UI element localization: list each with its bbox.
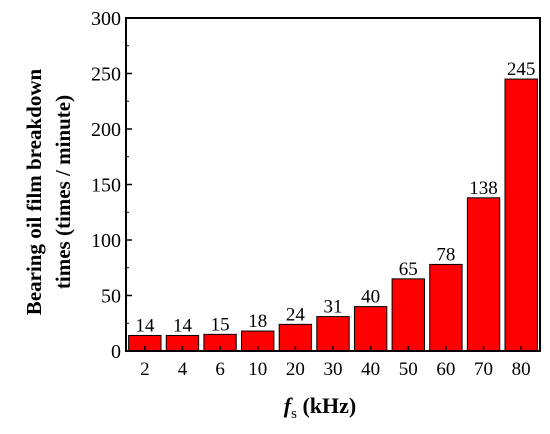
x-tick-label-80: 80 <box>512 359 531 380</box>
y-axis-label-line2: times (times / minute) <box>51 95 75 289</box>
x-axis-label-unit: (kHz) <box>297 393 356 418</box>
x-tick-label-10: 10 <box>248 359 267 380</box>
data-label-2: 14 <box>135 315 155 336</box>
x-axis-label: fs (kHz) <box>284 393 356 422</box>
bar-80 <box>504 78 538 352</box>
y-ticks-group: 0 50 100 150 200 250 300 <box>91 8 132 363</box>
x-tick-label-70: 70 <box>474 359 493 380</box>
x-tick-label-50: 50 <box>399 359 418 380</box>
data-label-60: 78 <box>436 244 455 265</box>
x-tick-label-6: 6 <box>215 359 225 380</box>
x-axis-label-subscript: s <box>291 406 297 422</box>
y-tick-label-0: 0 <box>111 341 121 363</box>
data-label-50: 65 <box>399 259 418 280</box>
x-tick-label-2: 2 <box>140 359 150 380</box>
data-labels-group: 14 14 15 18 24 31 40 65 78 138 245 <box>135 59 535 336</box>
data-label-20: 24 <box>286 304 306 325</box>
data-label-10: 18 <box>248 311 267 332</box>
x-tick-label-30: 30 <box>324 359 343 380</box>
x-tick-label-20: 20 <box>286 359 305 380</box>
bar-50 <box>391 278 425 352</box>
bar-70 <box>466 197 501 352</box>
data-label-70: 138 <box>469 178 498 199</box>
data-label-80: 245 <box>507 59 536 80</box>
plot-frame <box>125 17 541 352</box>
x-tick-label-40: 40 <box>361 359 380 380</box>
y-axis-label-line1: Bearing oil film breakdown <box>22 68 46 315</box>
x-tick-label-4: 4 <box>178 359 188 380</box>
data-label-40: 40 <box>361 287 380 308</box>
data-label-4: 14 <box>173 315 193 336</box>
y-tick-label-50: 50 <box>101 286 121 308</box>
y-tick-label-150: 150 <box>91 175 121 197</box>
x-tick-label-60: 60 <box>436 359 455 380</box>
data-label-6: 15 <box>211 314 230 335</box>
bar-30 <box>316 316 350 352</box>
bar-40 <box>353 306 388 352</box>
y-tick-label-200: 200 <box>91 119 121 141</box>
y-tick-label-250: 250 <box>91 64 121 86</box>
bar-60 <box>429 263 463 352</box>
data-label-30: 31 <box>324 297 343 318</box>
x-axis-label-main: f <box>284 393 294 418</box>
x-ticks-group: 2 4 6 10 20 30 40 50 60 70 80 <box>140 346 531 380</box>
y-tick-label-100: 100 <box>91 230 121 252</box>
y-tick-label-300: 300 <box>91 8 121 30</box>
